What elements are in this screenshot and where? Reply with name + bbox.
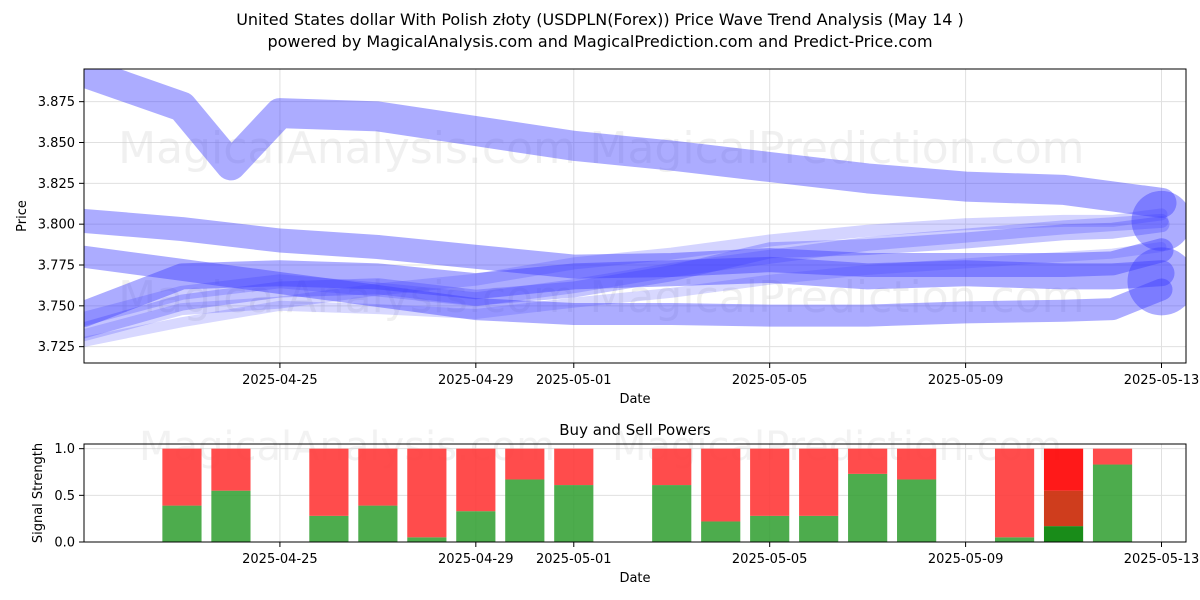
buy-bar: [505, 479, 545, 542]
buy-bar: [799, 515, 839, 542]
wave-series-2: [84, 208, 1174, 279]
power-x-tick-label: 2025-04-25: [242, 552, 318, 567]
price-y-tick-label: 3.725: [38, 340, 75, 355]
watermark-analysis: MagicalAnalysis.com: [118, 123, 576, 174]
power-ticks: 2025-04-25 2025-04-29 2025-05-01 2025-05-05…: [54, 442, 1199, 567]
buy-bar: [358, 505, 398, 542]
price-y-tick-label: 3.850: [38, 136, 75, 151]
power-bars: [162, 448, 1133, 542]
wave-series-1: [84, 69, 1177, 218]
wave-series-6: [84, 213, 1169, 326]
price-ylabel: Price: [15, 200, 30, 232]
price-chart: MagicalAnalysis.com MagicalPrediction.co…: [15, 68, 1200, 407]
buy-bar: [701, 521, 741, 542]
price-grid: [84, 69, 1186, 363]
wave-series-5: [84, 216, 1170, 339]
power-x-tick-label: 2025-05-01: [536, 552, 612, 567]
price-y-tick-label: 3.775: [38, 259, 75, 274]
watermark-prediction-2: MagicalPrediction.com: [590, 272, 1085, 323]
power-x-tick-label: 2025-05-05: [732, 552, 808, 567]
power-ylabel: Signal Strength: [31, 443, 46, 543]
power-plot-frame: [83, 443, 1187, 543]
sell-bar: [505, 448, 545, 480]
buy-bar: [554, 485, 594, 542]
sell-bar: [701, 448, 741, 522]
sell-bar: [309, 448, 349, 516]
sell-bar: [750, 448, 790, 516]
price-ticks: 2025-04-25 2025-04-29 2025-05-01 2025-05-05…: [38, 95, 1200, 388]
sell-bar: [211, 448, 251, 491]
sell-bar: [554, 448, 594, 486]
sell-bar: [799, 448, 839, 516]
buy-bar: [309, 515, 349, 542]
buy-bar: [848, 473, 888, 542]
power-y-tick-label: 0.0: [54, 536, 75, 551]
sell-bar: [407, 448, 447, 538]
wave-end-marker-2: [1127, 247, 1186, 316]
sell-bar: [994, 448, 1035, 538]
buy-bar: [994, 537, 1035, 542]
price-waves: [84, 69, 1186, 347]
sell-bar: [456, 448, 496, 512]
wave-series-7: [84, 208, 1168, 342]
price-y-tick-label: 3.750: [38, 299, 75, 314]
buy-bar: [750, 515, 790, 542]
sell-bar: [162, 448, 202, 506]
price-y-tick-label: 3.825: [38, 177, 75, 192]
chart-title-line2: powered by MagicalAnalysis.com and Magic…: [267, 32, 932, 51]
power-x-tick-label: 2025-04-29: [438, 552, 514, 567]
price-y-tick-label: 3.875: [38, 95, 75, 110]
power-x-tick-label: 2025-05-13: [1124, 552, 1200, 567]
price-x-tick-label: 2025-05-05: [732, 373, 808, 388]
sell-bar: [848, 448, 888, 474]
buy-bar: [407, 537, 447, 542]
sell-bar: [1092, 448, 1133, 465]
buy-bar: [652, 485, 692, 542]
price-plot-frame: [83, 68, 1187, 364]
chart-title-line1: United States dollar With Polish złoty (…: [236, 10, 964, 29]
price-x-tick-label: 2025-04-29: [438, 373, 514, 388]
buy-bar: [897, 479, 937, 542]
price-watermarks: MagicalAnalysis.com MagicalPrediction.co…: [118, 123, 1084, 323]
buy-bar: [162, 505, 202, 542]
watermark-analysis-2: MagicalAnalysis.com: [118, 272, 576, 323]
price-x-tick-label: 2025-05-01: [536, 373, 612, 388]
price-x-tick-label: 2025-05-13: [1124, 373, 1200, 388]
power-xlabel: Date: [619, 571, 650, 586]
power-chart: Buy and Sell Powers MagicalAnalysis.com …: [31, 421, 1199, 586]
buy-bar: [1092, 464, 1133, 542]
sell-bar: [897, 448, 937, 480]
wave-end-marker-1: [1131, 190, 1186, 251]
power-title: Buy and Sell Powers: [559, 421, 711, 439]
buy-bar: [456, 511, 496, 542]
price-x-tick-label: 2025-05-09: [928, 373, 1004, 388]
power-y-tick-label: 1.0: [54, 442, 75, 457]
wave-series-8: [84, 242, 1167, 347]
buy-bar: [1043, 526, 1084, 542]
watermark-prediction: MagicalPrediction.com: [590, 123, 1085, 174]
sell-bar: [358, 448, 398, 506]
power-y-tick-label: 0.5: [54, 489, 75, 504]
price-xlabel: Date: [619, 392, 650, 407]
mixed-bar-segment: [1043, 490, 1084, 527]
power-x-tick-label: 2025-05-09: [928, 552, 1004, 567]
wave-series-4: [84, 256, 1175, 327]
sell-bar: [1043, 448, 1084, 491]
buy-bar: [211, 490, 251, 542]
price-y-tick-label: 3.800: [38, 218, 75, 233]
wave-series-3: [84, 245, 1173, 327]
sell-bar: [652, 448, 692, 486]
price-x-tick-label: 2025-04-25: [242, 373, 318, 388]
